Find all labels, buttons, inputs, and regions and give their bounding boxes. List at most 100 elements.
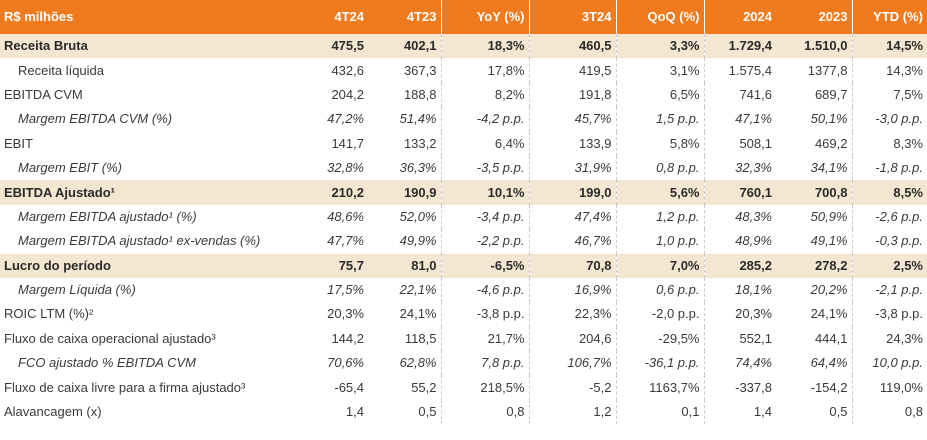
cell-value: 6,4% — [441, 131, 530, 156]
cell-value: 22,3% — [529, 302, 617, 327]
row-label: Lucro do período — [0, 253, 290, 278]
row-label: Margem EBITDA CVM (%) — [18, 111, 173, 127]
cell-value: 81,0 — [368, 253, 442, 278]
cell-value: 552,1 — [739, 330, 772, 346]
cell-value: 0,1 — [616, 399, 705, 425]
cell-value: 204,2 — [331, 86, 364, 102]
cell-value: 144,2 — [331, 330, 364, 346]
cell-value: 17,5% — [327, 282, 364, 298]
cell-value: 31,9% — [529, 155, 617, 181]
cell-value: 133,9 — [529, 131, 617, 156]
table-row: EBITDA CVM 204,2 188,8 8,2% 191,8 6,5% 741,6 68… — [0, 82, 927, 108]
cell-value: 367,3 — [368, 58, 442, 83]
cell-value: 47,7% — [327, 233, 364, 249]
cell-value: -337,8 — [735, 379, 772, 395]
cell-value: 8,3% — [893, 135, 923, 151]
cell-value: 45,7% — [529, 107, 617, 132]
table-row: Fluxo de caixa operacional ajustado³ 144,… — [0, 326, 927, 352]
cell-value: 1,0 p.p. — [616, 229, 705, 254]
cell-value: -36,1 p.p. — [616, 351, 705, 376]
cell-value: 1.729,4 — [704, 34, 776, 59]
cell-value: 75,7 — [290, 253, 368, 278]
cell-value: 106,7% — [529, 351, 617, 376]
cell-value: 1163,7% — [616, 375, 705, 400]
cell-value: 47,4% — [529, 204, 617, 230]
cell-value: -29,5% — [616, 326, 705, 352]
cell-value: 218,5% — [441, 375, 530, 400]
cell-value: 50,1% — [776, 107, 853, 132]
cell-value: 21,7% — [441, 326, 530, 352]
table-row: Alavancagem (x) 1,4 0,5 0,8 1,2 0,1 1,4 0,5 0,8 — [0, 399, 927, 425]
cell-value: 741,6 — [739, 86, 772, 102]
cell-value: 48,9% — [735, 233, 772, 249]
table-row: Margem EBITDA ajustado¹ (%) 48,6% 52,0% -3,… — [0, 204, 927, 230]
row-label: EBITDA Ajustado¹ — [0, 180, 290, 205]
cell-value: -5,2 — [529, 375, 617, 400]
cell-value: 0,5 — [368, 399, 442, 425]
cell-value: 285,2 — [704, 253, 776, 278]
cell-value: 210,2 — [290, 180, 368, 205]
header-col-qoq: QoQ (%) — [616, 0, 705, 34]
cell-value: 46,7% — [529, 229, 617, 254]
header-label: R$ milhões — [0, 0, 290, 34]
cell-value: 10,0 p.p. — [872, 355, 923, 371]
cell-value: 8,2% — [441, 82, 530, 108]
cell-value: 55,2 — [368, 375, 442, 400]
cell-value: -4,2 p.p. — [441, 107, 530, 132]
header-col-4t23: 4T23 — [368, 0, 442, 34]
cell-value: 7,0% — [616, 253, 705, 278]
cell-value: 24,3% — [886, 330, 923, 346]
cell-value: 50,9% — [776, 204, 853, 230]
row-label: Margem EBITDA ajustado¹ ex-vendas (%) — [18, 233, 261, 249]
cell-value: 760,1 — [704, 180, 776, 205]
cell-value: 64,4% — [776, 351, 853, 376]
cell-value: -2,6 p.p. — [875, 208, 923, 224]
cell-value: 6,5% — [616, 82, 705, 108]
cell-value: -3,8 p.p. — [875, 306, 923, 322]
cell-value: -2,1 p.p. — [875, 282, 923, 298]
cell-value: 8,5% — [852, 180, 927, 205]
cell-value: 47,2% — [327, 111, 364, 127]
cell-value: 432,6 — [331, 62, 364, 78]
cell-value: 20,3% — [327, 306, 364, 322]
cell-value: -154,2 — [776, 375, 853, 400]
cell-value: 1377,8 — [776, 58, 853, 83]
table-row: EBIT 141,7 133,2 6,4% 133,9 5,8% 508,1 469,2 8,3… — [0, 131, 927, 156]
cell-value: -2,0 p.p. — [616, 302, 705, 327]
cell-value: 199,0 — [529, 180, 617, 205]
table-header-row: R$ milhões 4T24 4T23 YoY (%) 3T24 QoQ (%… — [0, 0, 927, 34]
table-row: Margem EBIT (%) 32,8% 36,3% -3,5 p.p. 31,9% 0… — [0, 155, 927, 181]
cell-value: 36,3% — [368, 155, 442, 181]
cell-value: 32,3% — [735, 160, 772, 176]
cell-value: 24,1% — [368, 302, 442, 327]
cell-value: 1,4 — [753, 404, 772, 420]
header-col-4t24: 4T24 — [290, 0, 368, 34]
cell-value: -4,6 p.p. — [441, 277, 530, 303]
header-col-3t24: 3T24 — [529, 0, 617, 34]
cell-value: 1,2 — [529, 399, 617, 425]
cell-value: 14,5% — [852, 34, 927, 59]
cell-value: 20,2% — [776, 277, 853, 303]
header-col-2024: 2024 — [704, 0, 776, 34]
row-label: Fluxo de caixa livre para a firma ajusta… — [4, 379, 246, 395]
cell-value: 16,9% — [529, 277, 617, 303]
table-row: Margem EBITDA ajustado¹ ex-vendas (%) 47,… — [0, 229, 927, 254]
cell-value: 17,8% — [441, 58, 530, 83]
cell-value: 5,8% — [616, 131, 705, 156]
cell-value: 32,8% — [327, 160, 364, 176]
cell-value: 0,5 — [776, 399, 853, 425]
cell-value: 0,8 p.p. — [616, 155, 705, 181]
cell-value: 475,5 — [290, 34, 368, 59]
cell-value: 34,1% — [776, 155, 853, 181]
row-label: Margem EBITDA ajustado¹ (%) — [18, 208, 197, 224]
row-label: Margem EBIT (%) — [18, 160, 123, 176]
cell-value: 24,1% — [776, 302, 853, 327]
header-col-ytd: YTD (%) — [852, 0, 927, 34]
cell-value: -6,5% — [441, 253, 530, 278]
cell-value: 49,9% — [368, 229, 442, 254]
cell-value: 48,3% — [735, 208, 772, 224]
cell-value: -3,0 p.p. — [875, 111, 923, 127]
cell-value: 444,1 — [776, 326, 853, 352]
table-row: ROIC LTM (%)² 20,3% 24,1% -3,8 p.p. 22,3% -2,… — [0, 302, 927, 327]
cell-value: 188,8 — [368, 82, 442, 108]
